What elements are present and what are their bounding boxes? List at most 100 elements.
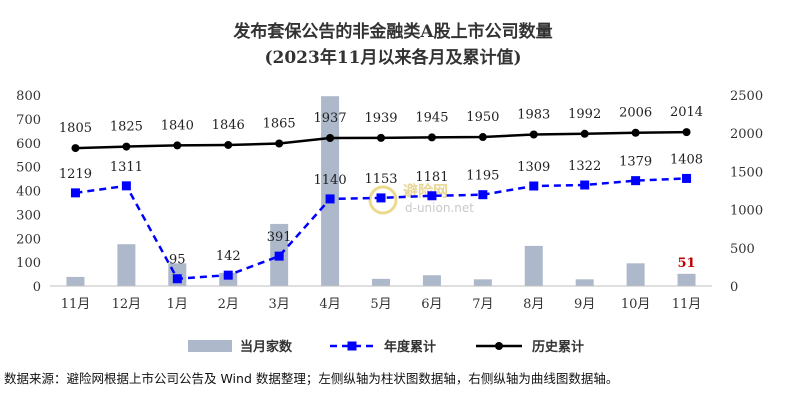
y-right-tick-label: 1500	[730, 165, 763, 180]
x-tick-label: 12月	[112, 297, 142, 312]
x-tick-label: 6月	[421, 297, 442, 312]
yearly-data-label: 1219	[59, 167, 92, 182]
history-point	[478, 133, 487, 142]
chart-subtitle: (2023年11月以来各月及累计值)	[264, 47, 521, 68]
history-point	[275, 139, 284, 148]
history-point	[427, 133, 436, 142]
bar	[575, 279, 594, 286]
axes: 0 100 200 300 400 500 600 700 800 0 500 1000 1500 200…	[16, 89, 763, 312]
y-left-tick-label: 600	[16, 137, 41, 152]
history-data-label: 1825	[110, 120, 143, 135]
watermark-url: d-union.net	[405, 201, 474, 215]
legend-bar-swatch	[188, 340, 232, 352]
history-point	[631, 128, 640, 137]
history-data-label: 2014	[670, 105, 703, 120]
history-data-label: 1865	[263, 117, 296, 132]
y-right-tick-label: 1000	[730, 204, 763, 219]
legend-dot-marker	[495, 342, 503, 350]
bar-data-label: 51	[677, 256, 695, 271]
y-right-tick-label: 0	[730, 280, 738, 295]
bar	[66, 276, 85, 286]
line-series	[70, 128, 692, 284]
bar	[422, 275, 441, 286]
watermark: 避险网 d-union.net	[368, 182, 474, 215]
yearly-data-label: 142	[216, 249, 241, 264]
yearly-data-label: 1140	[314, 173, 347, 188]
y-left-tick-label: 200	[16, 232, 41, 247]
watermark-logo-icon	[368, 185, 398, 215]
x-tick-label: 1月	[167, 297, 188, 312]
y-right-tick-label: 2500	[730, 89, 763, 104]
x-tick-label: 10月	[621, 297, 651, 312]
yearly-point	[274, 251, 284, 261]
chart-title: 发布套保公告的非金融类A股上市公司数量	[232, 21, 552, 42]
x-tick-label: 9月	[574, 297, 595, 312]
history-data-label: 1840	[161, 118, 194, 133]
legend-label: 年度累计	[384, 339, 436, 355]
yearly-data-label: 1309	[517, 160, 550, 175]
legend-square-marker	[347, 341, 357, 351]
bar	[524, 245, 543, 286]
history-data-label: 1992	[568, 107, 601, 122]
x-tick-label: 4月	[319, 297, 340, 312]
bar	[677, 273, 696, 286]
bar	[626, 263, 645, 286]
history-point	[529, 130, 538, 139]
yearly-data-label: 1181	[415, 170, 448, 185]
y-right-tick-label: 2000	[730, 127, 763, 142]
history-point	[682, 128, 691, 137]
yearly-point	[70, 188, 80, 198]
yearly-data-label: 1379	[619, 155, 652, 170]
y-left-tick-label: 400	[16, 185, 41, 200]
y-left-tick-label: 700	[16, 113, 41, 128]
x-tick-label: 11月	[61, 297, 91, 312]
history-data-label: 1945	[415, 110, 448, 125]
legend-label: 历史累计	[532, 339, 584, 355]
history-point	[224, 140, 233, 149]
y-right-tick-label: 500	[730, 242, 755, 257]
history-point	[580, 129, 589, 138]
yearly-point	[427, 191, 437, 201]
data-labels: 51 1805 1825 1840 1846 1865 1937 1939 1945 1950 19…	[59, 105, 703, 271]
yearly-point	[172, 274, 182, 284]
x-tick-label: 11月	[672, 297, 702, 312]
yearly-point	[631, 176, 641, 186]
y-left-tick-label: 500	[16, 161, 41, 176]
x-tick-label: 2月	[218, 297, 239, 312]
yearly-data-label: 1311	[110, 160, 143, 175]
bar	[473, 279, 492, 286]
history-point	[377, 133, 385, 142]
y-left-tick-label: 100	[16, 256, 41, 271]
x-tick-label: 8月	[523, 297, 544, 312]
history-point	[122, 142, 131, 151]
yearly-point	[121, 181, 131, 191]
bar	[372, 278, 390, 286]
bar	[321, 96, 340, 286]
history-point	[326, 134, 335, 143]
history-data-label: 1937	[314, 111, 347, 126]
history-data-label: 1805	[59, 121, 92, 136]
y-left-tick-label: 300	[16, 208, 41, 223]
yearly-point	[682, 173, 692, 183]
x-tick-label: 5月	[370, 297, 391, 312]
yearly-point	[223, 270, 233, 280]
history-data-label: 1983	[517, 107, 550, 122]
bar	[117, 244, 136, 286]
source-note: 数据来源：避险网根据上市公司公告及 Wind 数据整理；左侧纵轴为柱状图数据轴，…	[4, 371, 618, 386]
history-point	[173, 141, 182, 150]
yearly-data-label: 1195	[466, 169, 499, 184]
history-data-label: 1950	[466, 110, 499, 125]
history-data-label: 1846	[212, 118, 245, 133]
x-tick-label: 3月	[269, 297, 290, 312]
yearly-data-label: 1322	[568, 159, 601, 174]
y-left-tick-label: 0	[33, 280, 41, 295]
yearly-point	[325, 194, 335, 204]
yearly-point	[376, 193, 386, 203]
legend-label: 当月家数	[240, 339, 293, 355]
y-left-tick-label: 800	[16, 89, 41, 104]
yearly-point	[580, 180, 590, 190]
history-point	[71, 144, 80, 153]
legend: 当月家数 年度累计 历史累计	[188, 339, 584, 355]
history-data-label: 2006	[619, 106, 652, 121]
